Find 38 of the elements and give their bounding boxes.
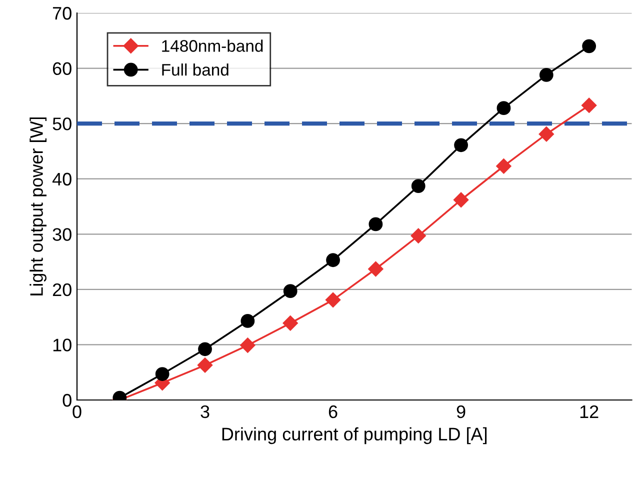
point <box>368 261 384 277</box>
x-tick-label: 12 <box>580 405 598 418</box>
point <box>411 179 426 193</box>
point <box>240 314 255 328</box>
y-tick-label: 70 <box>52 6 72 20</box>
legend-label: 1480nm-band <box>162 40 263 52</box>
point <box>582 39 596 54</box>
y-tick-label: 50 <box>52 118 72 130</box>
legend-label: Full band <box>162 63 228 76</box>
point <box>240 338 256 353</box>
x-tick-label: 3 <box>200 405 210 418</box>
point <box>197 358 213 373</box>
y-tick-label: 40 <box>52 172 72 186</box>
x-axis-title: Driving current of pumping LD [A] <box>222 427 487 444</box>
point <box>326 253 340 268</box>
x-tick-label: 6 <box>328 405 338 418</box>
x-tick-label: 0 <box>72 405 82 418</box>
y-tick-label: 0 <box>62 394 72 407</box>
x-tick-label: 9 <box>456 405 466 418</box>
point <box>282 316 298 331</box>
y-axis-title: Light output power [W] <box>30 117 46 296</box>
point <box>283 284 298 298</box>
point <box>496 158 512 174</box>
point <box>453 192 469 208</box>
point <box>325 292 341 308</box>
point <box>454 138 468 152</box>
point <box>368 217 383 232</box>
point <box>155 367 170 381</box>
y-tick-label: 60 <box>52 62 72 76</box>
y-tick-label: 20 <box>52 283 72 296</box>
point <box>410 228 426 244</box>
point <box>496 101 511 116</box>
point <box>538 126 554 142</box>
y-tick-label: 10 <box>53 338 72 352</box>
point <box>539 68 554 82</box>
y-tick-label: 30 <box>52 228 72 241</box>
point <box>198 342 212 356</box>
point <box>581 98 597 113</box>
